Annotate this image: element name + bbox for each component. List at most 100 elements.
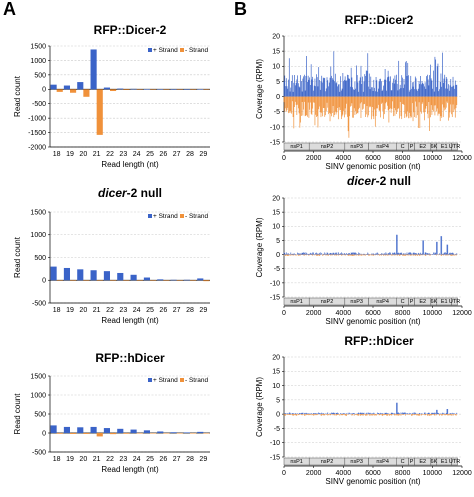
y-axis-label: Coverage (RPM) bbox=[255, 59, 264, 119]
y-axis-label: Read count bbox=[13, 236, 22, 278]
bar-plus-strand bbox=[90, 270, 97, 281]
genome-segment-label: nsP4 bbox=[376, 299, 389, 305]
x-axis-label: Read length (nt) bbox=[101, 316, 159, 325]
x-tick-label: 21 bbox=[93, 456, 101, 463]
bar-plus-strand bbox=[143, 430, 150, 433]
bar-minus-strand bbox=[123, 280, 130, 281]
y-tick-label: 1500 bbox=[30, 373, 46, 380]
bar-minus-strand bbox=[190, 433, 197, 434]
x-tick-label: 20 bbox=[79, 456, 87, 463]
chart-title-0: RFP::Dicer-2 bbox=[94, 23, 167, 37]
genome-segment-label: nsP4 bbox=[376, 144, 389, 150]
x-tick-label: 12000 bbox=[452, 470, 472, 477]
bar-minus-strand bbox=[96, 280, 103, 281]
genome-segment-label: UTR bbox=[449, 459, 460, 465]
bar-minus-strand bbox=[176, 280, 183, 281]
y-tick-label: 20 bbox=[272, 354, 280, 361]
x-tick-label: 26 bbox=[159, 151, 167, 158]
x-tick-label: 4000 bbox=[336, 155, 352, 162]
x-tick-label: 21 bbox=[93, 151, 101, 158]
genome-segment-label: P bbox=[410, 299, 414, 305]
bar-plus-strand bbox=[170, 279, 177, 281]
y-tick-label: 5 bbox=[276, 397, 280, 404]
bar-plus-strand bbox=[103, 87, 110, 90]
x-tick-label: 24 bbox=[133, 151, 141, 158]
x-tick-label: 22 bbox=[106, 307, 114, 314]
bar-plus-strand bbox=[157, 89, 164, 90]
bar-plus-strand bbox=[183, 432, 190, 433]
genome-segment-label: nsP3 bbox=[350, 459, 363, 465]
genome-segment-label: nsP2 bbox=[321, 459, 334, 465]
bar-minus-strand bbox=[110, 89, 117, 92]
legend-label-minus: - Strand bbox=[185, 377, 209, 384]
genome-segment-label: 6K bbox=[430, 144, 437, 150]
x-tick-label: 6000 bbox=[365, 155, 381, 162]
bar-plus-strand bbox=[197, 278, 204, 281]
y-tick-label: 15 bbox=[272, 369, 280, 376]
y-axis-label: Coverage (RPM) bbox=[255, 217, 264, 277]
chart-title-italic: dicer bbox=[347, 174, 377, 188]
bar-plus-strand bbox=[50, 425, 57, 433]
bar-plus-strand bbox=[50, 266, 57, 281]
bar-minus-strand bbox=[123, 89, 130, 91]
x-tick-label: 29 bbox=[199, 151, 207, 158]
genome-segment-label: 6K bbox=[430, 299, 437, 305]
bar-minus-strand bbox=[190, 89, 197, 90]
bar-minus-strand bbox=[56, 280, 63, 281]
genome-segment bbox=[451, 297, 458, 306]
bar-minus-strand bbox=[56, 89, 63, 92]
genome-segment-label: P bbox=[410, 459, 414, 465]
y-tick-label: 5 bbox=[276, 238, 280, 245]
y-tick-label: -15 bbox=[270, 294, 280, 301]
bar-plus-strand bbox=[90, 426, 97, 433]
genome-segment-label: C bbox=[401, 459, 405, 465]
y-axis-label: Read count bbox=[13, 393, 22, 435]
bar-minus-strand bbox=[136, 433, 143, 434]
bar-plus-strand bbox=[90, 49, 97, 90]
bar-plus-strand bbox=[77, 427, 84, 433]
bar-minus-strand bbox=[150, 280, 157, 281]
x-axis-label: SINV genomic position (nt) bbox=[325, 317, 420, 326]
y-tick-label: 10 bbox=[272, 64, 280, 71]
legend-label-plus: + Strand bbox=[153, 377, 178, 384]
bar-plus-strand bbox=[117, 428, 124, 433]
x-tick-label: 6000 bbox=[365, 470, 381, 477]
bar-plus-strand bbox=[77, 269, 84, 281]
x-tick-label: 19 bbox=[66, 456, 74, 463]
bar-plus-strand bbox=[103, 428, 110, 433]
genome-segment-label: C bbox=[401, 144, 405, 150]
bar-minus-strand bbox=[163, 280, 170, 281]
x-tick-label: 12000 bbox=[452, 155, 472, 162]
bar-plus-strand bbox=[130, 429, 137, 433]
bar-plus-strand bbox=[183, 89, 190, 90]
bar-minus-strand bbox=[96, 433, 103, 437]
panel-label-a: A bbox=[3, 0, 16, 19]
y-tick-label: 5 bbox=[276, 79, 280, 86]
x-tick-label: 2000 bbox=[306, 310, 322, 317]
bar-plus-strand bbox=[63, 267, 70, 281]
genome-segment-label: nsP3 bbox=[350, 144, 363, 150]
x-tick-label: 12000 bbox=[452, 310, 472, 317]
bar-plus-strand bbox=[157, 431, 164, 433]
bar-minus-strand bbox=[136, 89, 143, 90]
x-tick-label: 25 bbox=[146, 151, 154, 158]
genome-segment bbox=[451, 457, 458, 466]
charts-layer: RFP::Dicer-2150010005000-500-1000-1500-2… bbox=[13, 13, 472, 486]
bar-minus-strand bbox=[203, 433, 210, 434]
genome-segment-label: E2 bbox=[419, 459, 426, 465]
bar-minus-strand bbox=[123, 433, 130, 434]
chart-title-rest: -2 null bbox=[376, 174, 411, 188]
bar-minus-strand bbox=[190, 280, 197, 281]
panel-label-b: B bbox=[234, 0, 247, 19]
genome-segment-label: E2 bbox=[419, 299, 426, 305]
bar-minus-strand bbox=[110, 433, 117, 435]
x-tick-label: 8000 bbox=[395, 470, 411, 477]
x-axis-label: Read length (nt) bbox=[101, 465, 159, 474]
bar-plus-strand bbox=[63, 426, 70, 433]
x-tick-label: 18 bbox=[53, 307, 61, 314]
y-tick-label: -500 bbox=[32, 300, 46, 307]
x-tick-label: 10000 bbox=[423, 310, 443, 317]
bar-minus-strand bbox=[83, 280, 90, 281]
coverage-chart-4: dicer-2 null 20 15 10 5 0 -5 -10 -15 nsP1 nsP2 nsP3… bbox=[255, 174, 472, 326]
x-tick-label: 0 bbox=[282, 155, 286, 162]
